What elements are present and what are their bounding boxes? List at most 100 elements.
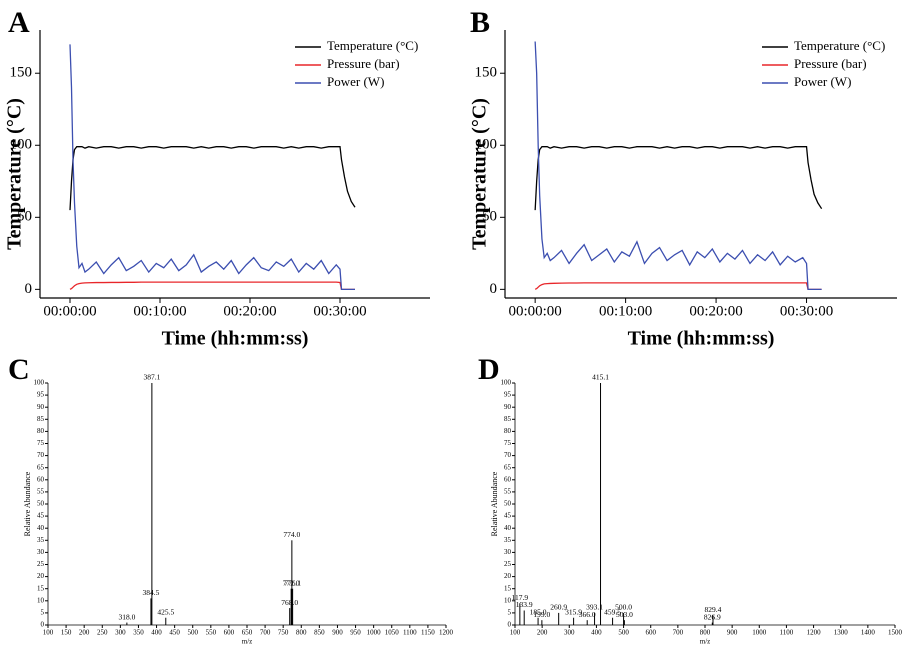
y-tick-label: 15: [37, 584, 45, 592]
peak-label: 829.4: [705, 605, 722, 614]
y-tick-label: 0: [25, 281, 33, 297]
x-tick-label: 00:10:00: [599, 303, 652, 319]
y-tick-label: 30: [37, 548, 45, 556]
peak-label: 393.1: [586, 603, 603, 612]
peak-label: 459.5: [604, 607, 621, 616]
peak-label: 415.1: [592, 373, 609, 382]
y-tick-label: 0: [508, 621, 512, 629]
series-line: [69, 44, 355, 290]
x-tick-label: 900: [727, 629, 738, 637]
y-tick-label: 90: [37, 403, 45, 411]
peak-label: 315.9: [565, 607, 582, 616]
x-tick-label: 550: [206, 629, 217, 637]
legend-label: Pressure (bar): [327, 56, 400, 71]
y-tick-label: 25: [37, 560, 45, 568]
y-tick-label: 15: [504, 584, 512, 592]
x-axis-title: m/z: [242, 638, 253, 645]
peak-label: 117.9: [512, 593, 529, 602]
x-tick-label: 500: [618, 629, 629, 637]
y-tick-label: 100: [475, 137, 498, 153]
y-tick-label: 0: [490, 281, 498, 297]
y-tick-label: 70: [504, 451, 512, 459]
x-tick-label: 00:20:00: [689, 303, 742, 319]
x-tick-label: 00:00:00: [43, 303, 96, 319]
y-tick-label: 65: [37, 463, 45, 471]
x-tick-label: 1200: [807, 629, 822, 637]
x-tick-label: 1100: [780, 629, 794, 637]
panel-label: A: [8, 6, 30, 39]
x-tick-label: 650: [242, 629, 253, 637]
y-tick-label: 75: [37, 439, 45, 447]
y-tick-label: 40: [504, 524, 512, 532]
y-tick-label: 60: [504, 475, 512, 483]
x-tick-label: 950: [350, 629, 361, 637]
y-tick-label: 40: [37, 524, 45, 532]
x-tick-label: 300: [115, 629, 126, 637]
peak-label: 366.0: [579, 610, 596, 619]
legend-label: Temperature (°C): [327, 38, 418, 53]
y-tick-label: 75: [504, 439, 512, 447]
x-tick-label: 600: [224, 629, 235, 637]
y-tick-label: 10: [504, 596, 512, 604]
legend-label: Pressure (bar): [794, 56, 867, 71]
y-tick-label: 50: [504, 500, 512, 508]
x-tick-label: 500: [187, 629, 198, 637]
peak-label: 199.0: [533, 610, 550, 619]
x-tick-label: 1300: [834, 629, 849, 637]
x-tick-label: 700: [673, 629, 684, 637]
y-tick-label: 50: [17, 209, 32, 225]
x-tick-label: 00:30:00: [780, 303, 833, 319]
legend-label: Power (W): [327, 74, 384, 89]
x-tick-label: 850: [314, 629, 325, 637]
peak-label: 133.9: [516, 600, 533, 609]
y-tick-label: 70: [37, 451, 45, 459]
series-line: [69, 281, 355, 290]
x-axis-title: m/z: [700, 638, 711, 645]
x-tick-label: 1100: [403, 629, 417, 637]
y-tick-label: 60: [37, 475, 45, 483]
y-tick-label: 45: [504, 512, 512, 520]
legend-label: Power (W): [794, 74, 851, 89]
x-tick-label: 800: [700, 629, 711, 637]
y-axis-title: Temperature (°C): [469, 98, 491, 250]
x-tick-label: 1050: [385, 629, 400, 637]
peak-label: 500.0: [615, 603, 632, 612]
series-line: [69, 146, 356, 211]
series-line: [534, 146, 823, 211]
y-tick-label: 5: [508, 609, 512, 617]
y-tick-label: 85: [504, 415, 512, 423]
peak-label: 318.0: [118, 612, 135, 621]
panel-label: B: [470, 6, 490, 39]
peak-label: 503.0: [616, 610, 633, 619]
y-tick-label: 95: [37, 391, 45, 399]
x-tick-label: 400: [591, 629, 602, 637]
x-tick-label: 150: [61, 629, 72, 637]
x-tick-label: 200: [79, 629, 90, 637]
x-tick-label: 400: [151, 629, 162, 637]
x-tick-label: 1400: [861, 629, 876, 637]
x-tick-label: 1150: [421, 629, 435, 637]
series-line: [534, 41, 822, 290]
y-tick-label: 55: [504, 488, 512, 496]
peak-label: 384.5: [142, 588, 159, 597]
peak-label: 387.1: [143, 373, 160, 382]
x-tick-label: 700: [260, 629, 271, 637]
y-tick-label: 35: [504, 536, 512, 544]
y-tick-label: 20: [504, 572, 512, 580]
x-tick-label: 00:20:00: [223, 303, 276, 319]
y-tick-label: 30: [504, 548, 512, 556]
x-tick-label: 00:10:00: [133, 303, 186, 319]
y-tick-label: 80: [37, 427, 45, 435]
x-tick-label: 900: [332, 629, 343, 637]
x-axis-title: Time (hh:mm:ss): [162, 328, 309, 350]
peak-label: 768.0: [281, 598, 298, 607]
peak-label: 185.0: [530, 607, 547, 616]
y-tick-label: 150: [475, 65, 498, 81]
x-tick-label: 750: [278, 629, 289, 637]
x-tick-label: 300: [564, 629, 575, 637]
series-line: [534, 282, 822, 290]
y-tick-label: 65: [504, 463, 512, 471]
peak-label: 425.5: [157, 607, 174, 616]
y-tick-label: 55: [37, 488, 45, 496]
y-tick-label: 0: [41, 621, 45, 629]
